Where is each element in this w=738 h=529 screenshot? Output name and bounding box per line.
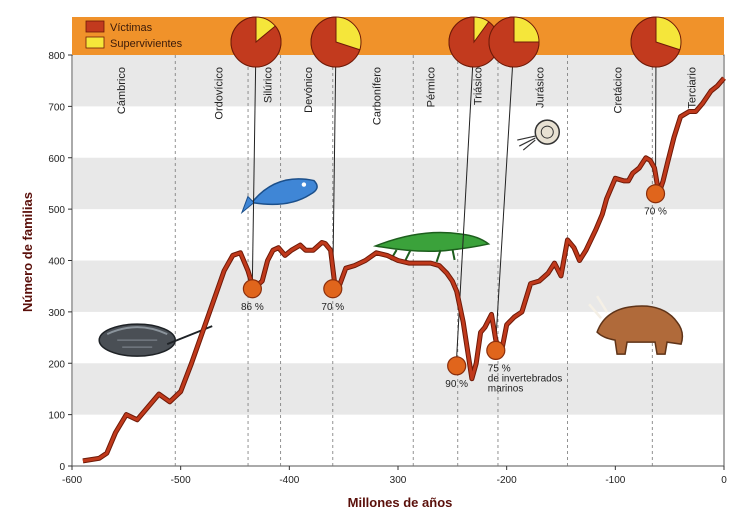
- x-tick-label: 300: [390, 475, 407, 486]
- period-label: Silúrico: [263, 67, 275, 103]
- extinction-marker: [243, 280, 261, 298]
- y-tick-label: 700: [48, 102, 65, 113]
- x-axis: -600 -500 -400 300 -200 -100 0: [62, 466, 727, 486]
- extinction-label: 70 %: [321, 302, 344, 313]
- period-label: Pérmico: [426, 67, 438, 107]
- y-tick-label: 200: [48, 359, 65, 370]
- y-tick-label: 800: [48, 51, 65, 62]
- y-axis-label: Número de familias: [20, 192, 35, 312]
- legend-swatch-victims: [86, 21, 104, 32]
- grid-band: [73, 55, 723, 106]
- period-label: Devónico: [303, 67, 315, 113]
- period-label: Cretácico: [613, 67, 625, 113]
- x-tick-label: -200: [497, 475, 517, 486]
- x-axis-label: Millones de años: [348, 495, 453, 510]
- y-tick-label: 500: [48, 205, 65, 216]
- y-tick-label: 0: [59, 462, 65, 473]
- legend-label-victims: Víctimas: [110, 22, 153, 34]
- x-tick-label: -100: [605, 475, 625, 486]
- y-axis: 0 100 200 300 400 500 600 700 800: [48, 51, 72, 473]
- legend-swatch-survivors: [86, 37, 104, 48]
- grid-band: [73, 158, 723, 209]
- period-label: Terciario: [686, 67, 698, 109]
- x-tick-label: -400: [279, 475, 299, 486]
- x-tick-label: -500: [171, 475, 191, 486]
- x-tick-label: -600: [62, 475, 82, 486]
- extinction-pie: [231, 17, 281, 67]
- extinction-pie: [311, 17, 361, 67]
- period-label: Cámbrico: [116, 67, 128, 114]
- period-label: Triásico: [472, 67, 484, 105]
- extinction-label: marinos: [488, 383, 524, 394]
- extinction-label: 70 %: [644, 207, 667, 218]
- x-tick-label: 0: [721, 475, 727, 486]
- extinction-marker: [487, 341, 505, 359]
- extinction-label: 86 %: [241, 302, 264, 313]
- period-label: Carbonífero: [371, 67, 383, 125]
- period-label: Jurásico: [534, 67, 546, 108]
- extinction-pie: [631, 17, 681, 67]
- grid-band: [73, 261, 723, 312]
- extinction-marker: [647, 185, 665, 203]
- y-tick-label: 300: [48, 308, 65, 319]
- period-label: Ordovícico: [214, 67, 226, 120]
- extinction-pie: [489, 17, 539, 67]
- grid-band: [73, 363, 723, 414]
- extinction-label: 90 %: [445, 379, 468, 390]
- extinction-marker: [324, 280, 342, 298]
- y-tick-label: 100: [48, 411, 65, 422]
- extinction-marker: [448, 357, 466, 375]
- legend-label-survivors: Supervivientes: [110, 38, 183, 50]
- y-tick-label: 600: [48, 154, 65, 165]
- y-tick-label: 400: [48, 257, 65, 268]
